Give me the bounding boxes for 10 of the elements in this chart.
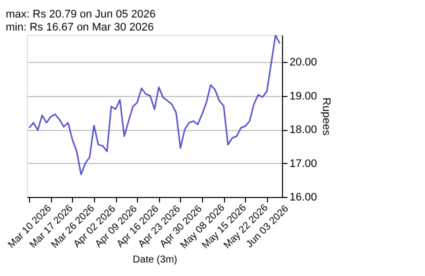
y-tick-label: 19.00 bbox=[290, 90, 318, 102]
x-axis-title: Date (3m) bbox=[132, 254, 178, 266]
text: max: Rs 20.79 on Jun 05 2026 bbox=[6, 8, 156, 21]
text: min: Rs 16.67 on Mar 30 2026 bbox=[6, 22, 154, 34]
y-tick-label: 16.00 bbox=[290, 192, 318, 204]
line-series bbox=[28, 34, 281, 176]
y-tick-label: 18.00 bbox=[290, 124, 318, 136]
y-tick-label: 17.00 bbox=[290, 158, 318, 170]
y-axis-title: Rupees bbox=[320, 98, 332, 136]
y-tick-label: 20.00 bbox=[290, 56, 318, 68]
